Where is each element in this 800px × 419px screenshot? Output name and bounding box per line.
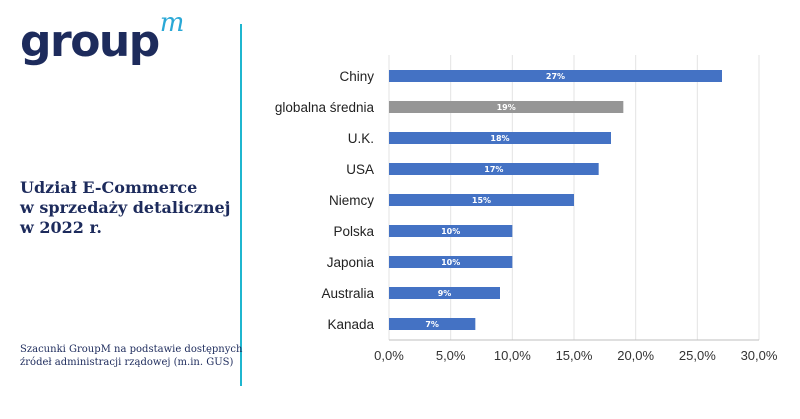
- category-label: Polska: [333, 224, 374, 239]
- bar: [389, 101, 624, 113]
- data-label: 15%: [472, 196, 491, 205]
- vertical-divider: [240, 24, 242, 386]
- x-tick-label: 30,0%: [741, 348, 778, 363]
- x-tick-label: 10,0%: [494, 348, 531, 363]
- bar: [389, 163, 599, 175]
- source-note-line-2: źródeł administracji rządowej (m.in. GUS…: [20, 357, 234, 368]
- groupm-logo: groupm: [20, 8, 184, 67]
- bar: [389, 256, 513, 268]
- title-line-3: w 2022 r.: [20, 218, 102, 237]
- bar: [389, 132, 611, 144]
- data-label: 10%: [441, 227, 460, 236]
- x-tick-label: 0,0%: [374, 348, 404, 363]
- title-line-2: w sprzedaży detalicznej: [20, 198, 231, 217]
- bar: [389, 225, 513, 237]
- bar: [389, 194, 574, 206]
- data-label: 10%: [441, 258, 460, 267]
- data-label: 18%: [490, 134, 509, 143]
- data-label: 17%: [484, 165, 503, 174]
- data-label: 19%: [497, 103, 516, 112]
- bar: [389, 70, 722, 82]
- category-label: USA: [346, 162, 374, 177]
- category-label: Japonia: [327, 255, 375, 270]
- data-label: 27%: [546, 72, 565, 81]
- data-label: 9%: [438, 289, 452, 298]
- bar-chart: 0,0% 5,0% 10,0% 15,0% 20,0% 25,0% 30,0% Chiny 27…: [275, 55, 778, 363]
- category-label: U.K.: [348, 131, 374, 146]
- x-tick-label: 5,0%: [436, 348, 466, 363]
- x-tick-label: 20,0%: [617, 348, 654, 363]
- source-note: Szacunki GroupM na podstawie dostępnych …: [20, 343, 243, 369]
- x-tick-label: 15,0%: [556, 348, 593, 363]
- x-tick-label: 25,0%: [679, 348, 716, 363]
- data-label: 7%: [425, 320, 439, 329]
- category-label: Kanada: [327, 317, 374, 332]
- chart-title: Udział E-Commerce w sprzedaży detaliczne…: [20, 178, 235, 238]
- bar: [389, 287, 500, 299]
- bar: [389, 318, 476, 330]
- category-label: Australia: [321, 286, 374, 301]
- source-note-line-1: Szacunki GroupM na podstawie dostępnych: [20, 344, 243, 355]
- category-label: Chiny: [339, 69, 374, 84]
- category-label: globalna średnia: [275, 100, 375, 115]
- category-label: Niemcy: [329, 193, 374, 208]
- title-line-1: Udział E-Commerce: [20, 178, 198, 197]
